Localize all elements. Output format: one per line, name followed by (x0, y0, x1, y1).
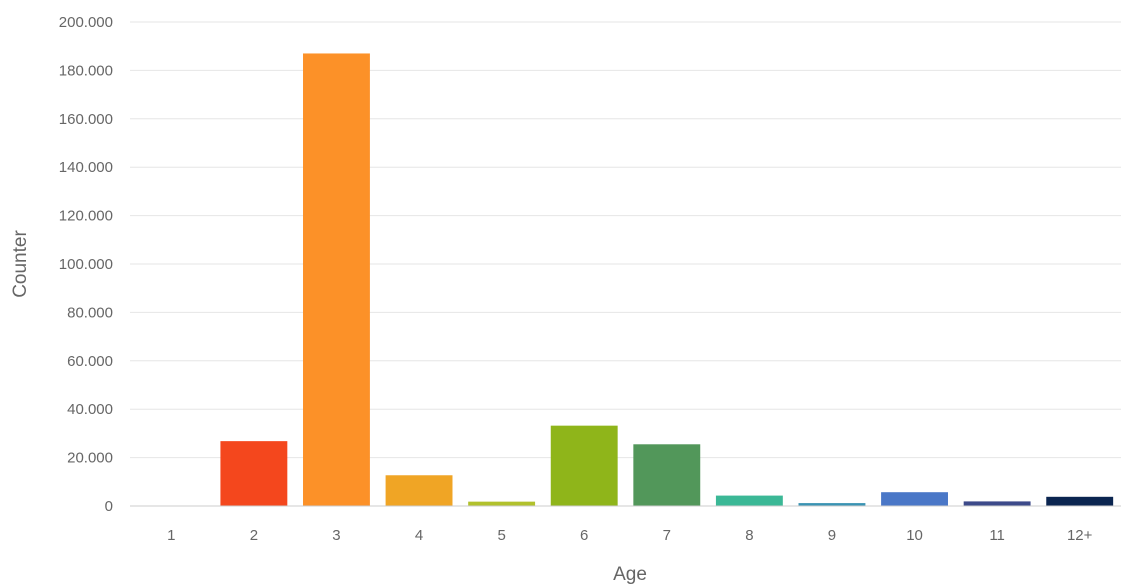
x-axis-ticks: 1 2 3 4 5 6 7 8 9 10 11 12+ (167, 527, 1093, 544)
bar-9 (798, 503, 866, 506)
x-tick-label: 4 (415, 527, 423, 544)
x-tick-label: 12+ (1067, 527, 1093, 544)
bar-4 (385, 475, 453, 506)
bar-12+ (1046, 496, 1114, 506)
bar-3 (303, 53, 370, 507)
y-tick-label: 200.000 (59, 14, 113, 31)
x-tick-label: 1 (167, 527, 175, 544)
x-tick-label: 2 (250, 527, 258, 544)
x-tick-label: 5 (497, 527, 505, 544)
y-tick-label: 60.000 (67, 353, 113, 370)
y-tick-label: 140.000 (59, 159, 113, 176)
y-tick-label: 80.000 (67, 304, 113, 321)
y-tick-label: 160.000 (59, 111, 113, 128)
bar-2 (220, 441, 288, 506)
x-tick-label: 11 (989, 527, 1005, 544)
bar-11 (963, 501, 1031, 506)
x-tick-label: 8 (745, 527, 753, 544)
x-tick-label: 9 (828, 527, 836, 544)
x-tick-label: 10 (906, 527, 923, 544)
y-tick-label: 120.000 (59, 208, 113, 225)
bars (220, 53, 1114, 507)
x-axis-title: Age (613, 564, 647, 584)
x-tick-label: 7 (663, 527, 671, 544)
y-tick-label: 100.000 (59, 256, 113, 273)
y-tick-label: 20.000 (67, 450, 113, 467)
x-tick-label: 6 (580, 527, 588, 544)
y-tick-label: 0 (105, 498, 113, 515)
y-axis-ticks: 0 20.000 40.000 60.000 80.000 100.000 120.000 1… (59, 14, 113, 515)
y-axis-title: Counter (10, 230, 31, 298)
bar-8 (715, 495, 783, 506)
bar-6 (550, 425, 618, 506)
gridlines (130, 21, 1121, 459)
bar-10 (881, 492, 948, 506)
bar-7 (633, 444, 701, 506)
y-tick-label: 40.000 (67, 401, 113, 418)
bar-5 (468, 501, 536, 506)
y-tick-label: 180.000 (59, 62, 113, 79)
x-tick-label: 3 (332, 527, 340, 544)
